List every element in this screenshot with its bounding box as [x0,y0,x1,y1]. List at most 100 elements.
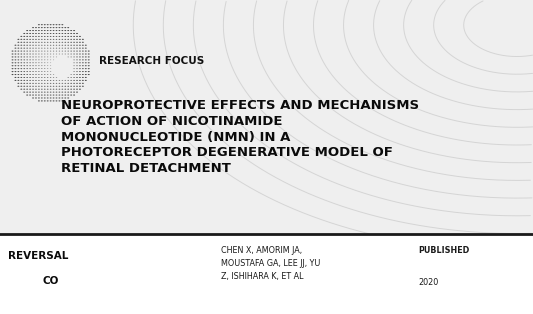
Circle shape [18,45,19,46]
Circle shape [53,30,54,31]
Circle shape [44,42,45,43]
Circle shape [41,27,43,28]
Circle shape [47,92,49,93]
Circle shape [56,80,57,81]
Circle shape [38,42,39,43]
Circle shape [29,48,31,49]
Circle shape [50,39,51,40]
Circle shape [20,77,22,78]
Circle shape [27,53,28,54]
Circle shape [29,71,31,72]
Circle shape [38,97,40,99]
Circle shape [26,83,28,84]
Circle shape [14,48,17,49]
Circle shape [70,77,72,78]
Circle shape [23,45,25,46]
Circle shape [44,89,46,90]
Circle shape [50,100,52,101]
Circle shape [76,71,78,72]
Circle shape [85,65,87,66]
Circle shape [53,100,54,101]
Circle shape [47,68,49,69]
Circle shape [35,39,37,40]
Circle shape [41,80,43,81]
Circle shape [50,74,51,75]
Circle shape [73,30,75,31]
Circle shape [41,83,43,84]
Circle shape [76,68,78,69]
Circle shape [50,68,51,69]
Circle shape [82,48,84,49]
Circle shape [55,33,58,34]
Circle shape [26,42,28,43]
Circle shape [29,59,31,60]
Circle shape [23,77,25,78]
Circle shape [38,83,39,84]
Circle shape [27,62,28,63]
Circle shape [50,65,51,66]
Circle shape [73,39,75,40]
Circle shape [26,39,28,40]
Circle shape [44,74,45,75]
Circle shape [41,45,43,46]
Circle shape [50,62,51,63]
Circle shape [44,97,46,99]
Circle shape [62,80,63,81]
Circle shape [76,36,78,37]
Circle shape [82,77,84,78]
Circle shape [70,80,72,81]
Circle shape [53,80,54,81]
Circle shape [32,89,34,90]
Circle shape [29,89,31,90]
Circle shape [29,86,31,87]
Circle shape [73,89,75,90]
Circle shape [38,62,39,63]
Circle shape [50,97,52,99]
Circle shape [70,74,72,75]
Circle shape [53,45,54,46]
Circle shape [29,74,31,75]
Circle shape [53,97,54,99]
Circle shape [82,39,84,40]
Circle shape [67,36,69,37]
Circle shape [73,95,75,96]
Circle shape [20,48,22,49]
Circle shape [61,97,63,99]
Circle shape [26,80,28,81]
Circle shape [20,45,22,46]
Circle shape [33,59,34,60]
Circle shape [14,65,17,66]
Circle shape [82,68,84,69]
Circle shape [74,71,75,72]
Circle shape [88,68,90,69]
Circle shape [29,62,31,63]
Circle shape [35,89,37,90]
Circle shape [35,33,37,34]
Circle shape [50,24,52,25]
FancyBboxPatch shape [0,234,533,314]
Circle shape [35,59,37,60]
Text: CHEN X, AMORIM JA,
MOUSTAFA GA, LEE JJ, YU
Z, ISHIHARA K, ET AL: CHEN X, AMORIM JA, MOUSTAFA GA, LEE JJ, … [221,246,320,281]
Circle shape [41,39,43,40]
Circle shape [23,48,25,49]
Circle shape [55,89,58,90]
Circle shape [64,45,66,46]
Circle shape [23,59,25,60]
Circle shape [35,80,37,81]
Circle shape [76,59,78,60]
Circle shape [64,30,66,31]
Circle shape [44,33,46,34]
Circle shape [33,65,34,66]
Circle shape [59,33,60,34]
Circle shape [26,33,28,34]
Circle shape [32,86,34,87]
Circle shape [76,86,78,87]
Circle shape [82,80,84,81]
Circle shape [76,80,78,81]
Circle shape [79,59,81,60]
Circle shape [47,100,49,101]
Circle shape [44,77,45,78]
Circle shape [33,74,34,75]
Circle shape [79,77,81,78]
Circle shape [44,86,45,87]
